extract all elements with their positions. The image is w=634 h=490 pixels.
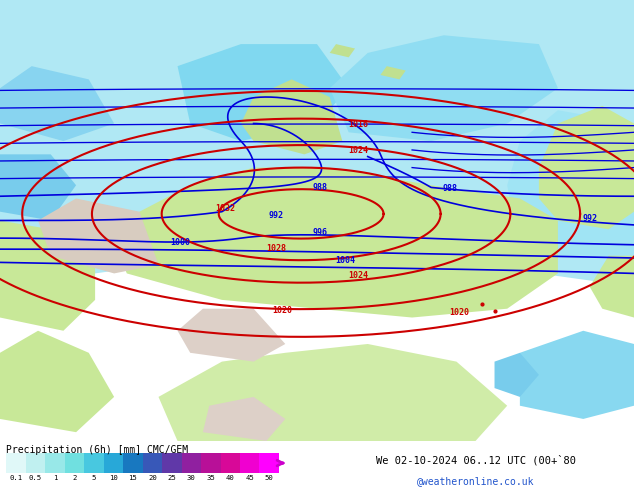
- Polygon shape: [520, 331, 634, 419]
- Bar: [123, 453, 143, 473]
- Text: 1016: 1016: [348, 120, 368, 129]
- Polygon shape: [38, 198, 158, 273]
- Text: 35: 35: [207, 475, 215, 481]
- Text: 50: 50: [265, 475, 274, 481]
- Polygon shape: [0, 220, 95, 331]
- Bar: [6, 453, 26, 473]
- Bar: [104, 453, 123, 473]
- Text: 15: 15: [129, 475, 138, 481]
- Polygon shape: [0, 0, 634, 287]
- Text: 40: 40: [226, 475, 235, 481]
- Polygon shape: [0, 331, 114, 432]
- Polygon shape: [495, 353, 539, 397]
- Text: 2: 2: [72, 475, 77, 481]
- Polygon shape: [539, 106, 634, 229]
- Bar: [240, 453, 259, 473]
- Text: 992: 992: [268, 211, 283, 220]
- Text: 10: 10: [109, 475, 118, 481]
- Bar: [45, 453, 65, 473]
- Bar: [84, 453, 104, 473]
- Polygon shape: [330, 44, 355, 57]
- Polygon shape: [0, 154, 76, 220]
- Text: 1028: 1028: [266, 244, 286, 253]
- Text: @weatheronline.co.uk: @weatheronline.co.uk: [417, 476, 534, 486]
- Text: 988: 988: [443, 184, 458, 193]
- Bar: [221, 453, 240, 473]
- Text: 0.5: 0.5: [29, 475, 42, 481]
- Text: Precipitation (6h) [mm] CMC/GEM: Precipitation (6h) [mm] CMC/GEM: [6, 445, 188, 455]
- Text: 1000: 1000: [171, 238, 191, 247]
- Text: We 02-10-2024 06..12 UTC (00+`80: We 02-10-2024 06..12 UTC (00+`80: [375, 455, 576, 465]
- Text: 1020: 1020: [450, 308, 470, 317]
- Text: 996: 996: [313, 228, 328, 237]
- Polygon shape: [507, 110, 634, 256]
- Bar: [26, 453, 45, 473]
- Polygon shape: [317, 203, 342, 216]
- Bar: [65, 453, 84, 473]
- Text: 25: 25: [167, 475, 176, 481]
- Text: 988: 988: [313, 183, 328, 192]
- Text: 20: 20: [148, 475, 157, 481]
- Polygon shape: [380, 66, 406, 79]
- Polygon shape: [178, 309, 285, 362]
- Polygon shape: [330, 35, 558, 141]
- Text: 45: 45: [245, 475, 254, 481]
- Bar: [201, 453, 221, 473]
- Text: 1004: 1004: [335, 256, 356, 266]
- Polygon shape: [178, 44, 349, 141]
- Polygon shape: [114, 168, 558, 318]
- Polygon shape: [0, 66, 114, 141]
- Bar: [143, 453, 162, 473]
- Polygon shape: [241, 79, 342, 154]
- Text: 30: 30: [187, 475, 196, 481]
- Text: 1: 1: [53, 475, 57, 481]
- Polygon shape: [355, 212, 374, 225]
- Polygon shape: [158, 344, 507, 441]
- Text: 1020: 1020: [272, 306, 292, 315]
- Text: 1024: 1024: [348, 147, 368, 155]
- Polygon shape: [203, 397, 285, 441]
- Polygon shape: [590, 256, 634, 318]
- Bar: [162, 453, 181, 473]
- Text: 1024: 1024: [348, 270, 368, 280]
- Text: 1032: 1032: [215, 204, 235, 213]
- Text: 992: 992: [582, 214, 597, 222]
- Text: 5: 5: [92, 475, 96, 481]
- Text: 0.1: 0.1: [10, 475, 23, 481]
- Bar: [181, 453, 201, 473]
- Bar: [259, 453, 279, 473]
